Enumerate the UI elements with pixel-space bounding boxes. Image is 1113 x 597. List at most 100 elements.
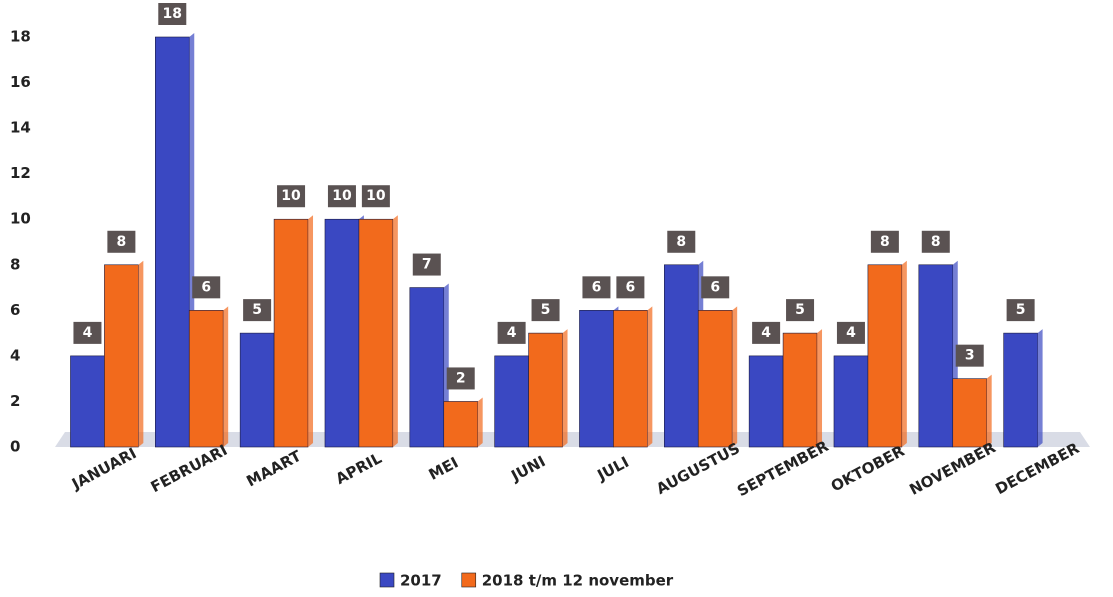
data-label: 10 [277,185,306,208]
bar [324,218,360,448]
legend-swatch [461,572,477,588]
bar-side [901,260,907,447]
data-label-text: 6 [592,279,602,295]
data-label-box [616,276,645,299]
bar-side [562,329,568,447]
data-label-text: 3 [965,348,975,364]
data-label-text: 6 [201,279,211,295]
data-label: 6 [192,276,221,299]
data-label-text: 5 [1016,302,1026,318]
y-tick-label: 0 [10,438,20,456]
bar-side [223,306,229,447]
bar [748,355,784,448]
bar-side [986,374,992,447]
data-label-box [752,321,781,344]
data-label-box [667,230,696,253]
floor [55,432,1090,447]
data-label: 5 [1006,299,1035,322]
data-label: 8 [870,230,899,253]
data-label: 3 [955,344,984,367]
bar [155,36,190,448]
y-tick-label: 14 [10,119,31,137]
data-label-text: 5 [541,302,551,318]
data-label: 4 [497,321,526,344]
bar [833,355,869,448]
y-tick-label: 2 [10,392,20,410]
data-label-text: 5 [252,302,262,318]
bar [697,310,733,448]
data-label-text: 7 [422,257,432,273]
data-label-box [921,230,950,253]
bar-side [647,306,653,447]
data-label: 6 [582,276,611,299]
bar-side [732,306,738,447]
data-label-box [1006,299,1035,322]
y-tick-label: 12 [10,164,31,182]
legend-label: 2018 t/m 12 november [482,572,674,590]
bar [70,355,105,448]
data-label-box [497,321,526,344]
data-label-text: 4 [507,325,517,341]
data-label: 4 [752,321,781,344]
data-label-text: 8 [676,234,686,250]
data-label-box [870,230,899,253]
data-label: 2 [446,367,475,390]
y-tick-label: 16 [10,73,31,91]
bar [613,310,648,448]
y-tick-label: 4 [10,346,20,364]
data-label-box [786,299,815,322]
data-label: 10 [327,185,356,208]
data-label-text: 8 [117,234,127,250]
bar [188,310,224,448]
data-label-text: 8 [880,234,890,250]
y-tick-label: 18 [10,28,31,46]
data-label: 8 [921,230,950,253]
bar [104,264,139,448]
data-label-box [955,344,984,367]
bar [239,332,275,448]
y-tick-label: 6 [10,301,20,319]
bar-side [477,397,483,447]
data-label-box [836,321,865,344]
data-label: 5 [531,299,560,322]
data-label-box [446,367,475,390]
bar [1003,332,1038,448]
bar [867,264,903,448]
y-tick-label: 10 [10,210,31,228]
bar [273,218,309,448]
data-label-text: 5 [795,302,805,318]
bar-side [817,329,823,447]
bar [952,378,987,448]
bar-side [1037,329,1043,447]
y-tick-label: 8 [10,255,20,273]
data-label: 5 [243,299,272,322]
data-label: 4 [73,321,102,344]
data-label-text: 4 [761,325,771,341]
bar-side [138,260,144,447]
data-label: 4 [836,321,865,344]
bar [409,287,445,448]
data-label: 6 [701,276,730,299]
bar-side [308,215,314,447]
data-label: 5 [786,299,815,322]
data-label-box [531,299,560,322]
bar [528,332,563,448]
bar [494,355,529,448]
data-label-box [158,3,187,25]
data-label: 10 [361,185,390,208]
bar [918,264,954,448]
data-label-text: 8 [931,234,941,250]
data-label-box [107,230,136,253]
data-label-box [327,185,356,208]
data-label-text: 4 [846,325,856,341]
data-label-box [243,299,272,322]
data-label-text: 10 [332,188,352,204]
data-label: 7 [412,253,441,276]
bar [579,310,614,448]
data-label: 8 [107,230,136,253]
data-label-box [582,276,611,299]
data-label: 18 [158,3,187,25]
data-label-box [73,321,102,344]
legend-swatch [379,572,395,588]
bar [782,332,818,448]
